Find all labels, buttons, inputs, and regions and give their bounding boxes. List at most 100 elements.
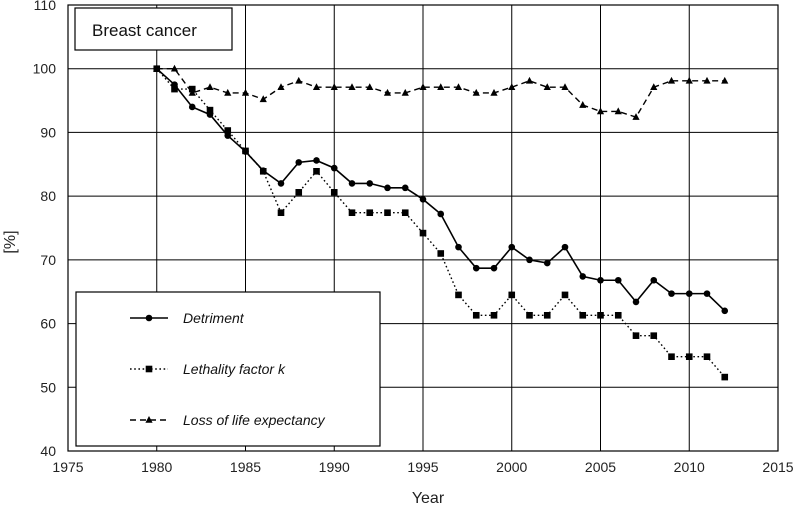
data-point	[508, 291, 516, 299]
axis-ticks: 1975 1980 1985 1990 1995 2000 2005 2010 2015 40 50…	[33, 0, 794, 475]
data-point	[703, 76, 711, 84]
data-point	[313, 167, 320, 175]
y-tick-label: 70	[40, 252, 56, 268]
data-point	[401, 184, 409, 192]
data-point	[401, 88, 409, 96]
data-point	[312, 83, 321, 90]
data-point	[224, 127, 232, 134]
data-point	[206, 83, 214, 90]
data-point	[703, 353, 711, 361]
data-point	[579, 273, 587, 280]
data-point	[206, 106, 214, 114]
data-point	[295, 189, 303, 196]
data-point	[543, 83, 551, 90]
data-point	[437, 250, 445, 257]
series-line	[156, 68, 726, 312]
x-tick-label: 1990	[319, 459, 350, 475]
legend-label-loss-of-life: Loss of life expectancy	[183, 412, 326, 428]
data-point	[525, 76, 534, 84]
plot-area-frame	[67, 4, 779, 452]
data-point	[508, 83, 516, 90]
data-point	[579, 101, 587, 108]
data-point	[597, 276, 604, 284]
data-point	[543, 259, 551, 267]
data-point	[348, 83, 356, 90]
data-point	[668, 290, 675, 297]
series-line	[156, 68, 726, 378]
data-point	[614, 311, 622, 319]
data-point	[490, 264, 498, 272]
data-point	[668, 353, 675, 361]
data-point	[721, 373, 729, 381]
x-tick-label: 1975	[52, 459, 83, 475]
data-point	[437, 210, 445, 218]
x-tick-label: 1980	[141, 459, 172, 475]
data-point	[419, 229, 427, 237]
data-point	[259, 95, 267, 103]
y-tick-label: 40	[40, 443, 56, 459]
legend-key-marker	[145, 416, 153, 423]
data-point	[295, 159, 303, 166]
data-point	[561, 243, 569, 251]
data-point	[241, 88, 250, 96]
data-point	[348, 209, 356, 217]
data-point	[650, 83, 658, 90]
data-point	[472, 311, 480, 319]
data-point	[384, 184, 391, 192]
legend-label-detriment: Detriment	[183, 310, 245, 326]
data-point	[596, 107, 605, 115]
data-point	[614, 107, 622, 115]
data-point	[330, 83, 338, 90]
data-point	[383, 88, 392, 96]
data-point	[614, 276, 622, 284]
y-tick-label: 60	[40, 316, 56, 332]
x-tick-label: 2000	[496, 459, 527, 475]
data-point	[330, 189, 338, 196]
title-box-frame	[74, 7, 233, 51]
data-point	[543, 311, 551, 319]
x-tick-label: 2010	[674, 459, 705, 475]
data-point	[632, 332, 640, 339]
data-point	[277, 180, 285, 187]
legend-keys	[130, 314, 168, 423]
data-point	[348, 180, 356, 187]
data-point	[330, 164, 338, 172]
data-point	[366, 180, 374, 187]
series-1	[153, 65, 729, 315]
data-point	[685, 76, 693, 84]
y-tick-label: 100	[33, 61, 57, 77]
data-point	[259, 167, 267, 175]
data-point	[295, 76, 303, 84]
data-point	[170, 64, 179, 72]
x-tick-label: 2005	[585, 459, 616, 475]
series-group	[153, 64, 729, 381]
legend-label-lethality: Lethality factor k	[183, 361, 286, 377]
title-box: Breast cancer	[74, 7, 233, 51]
data-point	[224, 132, 232, 139]
data-point	[277, 83, 285, 90]
data-point	[277, 209, 285, 217]
chart-title: Breast cancer	[92, 21, 197, 40]
data-point	[171, 85, 178, 93]
data-point	[561, 291, 569, 299]
series-3	[153, 64, 729, 120]
data-point	[632, 113, 640, 120]
data-point	[188, 88, 196, 96]
x-tick-label: 1995	[407, 459, 438, 475]
data-point	[242, 147, 249, 155]
data-point	[437, 83, 445, 90]
data-point	[685, 290, 693, 297]
data-point	[685, 353, 693, 361]
data-point	[224, 88, 232, 96]
y-tick-label: 90	[40, 124, 56, 140]
data-point	[384, 209, 391, 217]
y-axis-label: [%]	[2, 230, 19, 253]
data-point	[632, 298, 640, 306]
x-tick-label: 1985	[230, 459, 261, 475]
grid	[68, 5, 778, 451]
x-axis-label: Year	[412, 490, 445, 507]
data-point	[667, 76, 676, 84]
data-point	[561, 83, 569, 90]
legend-frame	[75, 291, 381, 447]
